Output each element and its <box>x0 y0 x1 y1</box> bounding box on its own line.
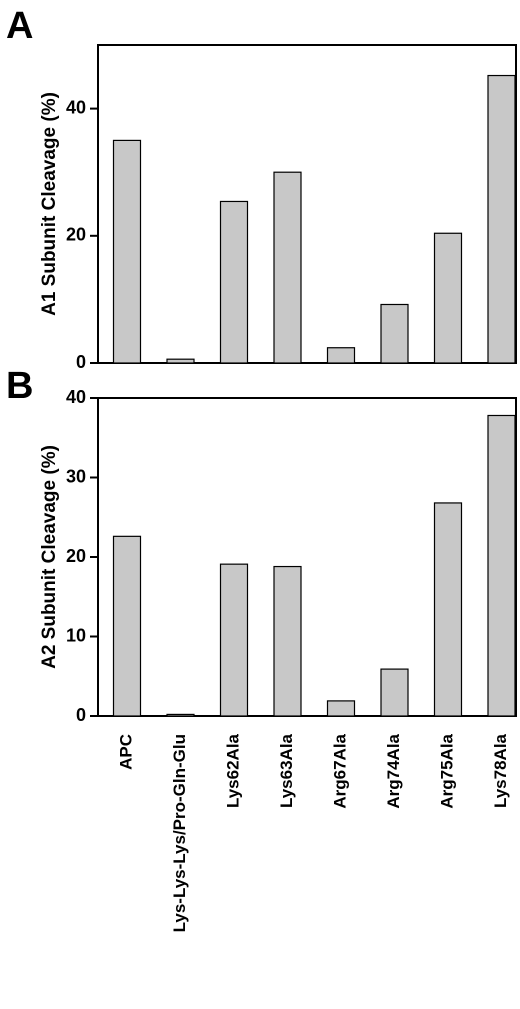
panel-a-bar-7 <box>433 232 463 364</box>
panel-a-y-axis-label: A1 Subunit Cleavage (%) <box>39 92 60 316</box>
x-category-label-4: Lys63Ala <box>277 733 296 808</box>
panel-b-bar-3 <box>219 563 249 717</box>
panel-b-y-tick-label: 10 <box>66 625 86 645</box>
panel-b-y-ticks: 0 10 20 30 40 <box>66 387 98 725</box>
panel-b-bar-7 <box>433 502 463 717</box>
x-category-label-1: APC <box>116 734 135 770</box>
panel-a-bar-2 <box>166 358 195 364</box>
panel-a-bars <box>112 74 516 364</box>
panel-b-y-tick-label: 40 <box>66 387 86 407</box>
panel-a-y-tick-label: 20 <box>66 225 86 245</box>
panel-b-bars <box>112 414 516 717</box>
panel-b-bar-2 <box>166 713 195 717</box>
panel-a-bar-5 <box>326 347 356 364</box>
x-category-label-6: Arg74Ala <box>384 733 403 808</box>
x-category-label-7: Arg75Ala <box>437 733 456 808</box>
panel-b-letter: B <box>6 365 33 407</box>
panel-a-chart: A A1 Subunit Cleavage (%) 0 20 40 <box>6 5 517 372</box>
panel-a-bar-1 <box>112 139 142 364</box>
panel-a-bar-3 <box>219 200 249 364</box>
panel-b-bar-4 <box>273 565 302 717</box>
panel-b-y-tick-label: 30 <box>66 466 86 486</box>
x-category-labels: APC Lys-Lys-Lys/Pro-Gln-Glu Lys62Ala Lys63A… <box>116 733 510 932</box>
panel-a-letter: A <box>6 5 33 47</box>
panel-a-y-tick-label: 0 <box>76 352 86 372</box>
panel-a-y-tick-label: 40 <box>66 97 86 117</box>
x-category-label-5: Arg67Ala <box>330 733 349 808</box>
panel-b-y-tick-label: 0 <box>76 705 86 725</box>
panel-b-bar-5 <box>326 700 356 717</box>
panel-b-y-tick-label: 20 <box>66 546 86 566</box>
panel-b-chart: B A2 Subunit Cleavage (%) 0 10 20 30 40 <box>6 365 517 725</box>
panel-b-bar-6 <box>380 668 409 717</box>
panel-a-y-ticks: 0 20 40 <box>66 97 98 372</box>
x-category-label-3: Lys62Ala <box>223 733 242 808</box>
panel-b-bar-8 <box>487 414 516 717</box>
x-category-label-2: Lys-Lys-Lys/Pro-Gln-Glu <box>170 734 189 932</box>
x-category-label-8: Lys78Ala <box>491 733 510 808</box>
panel-b-y-axis-label: A2 Subunit Cleavage (%) <box>39 445 60 669</box>
panel-b-bar-1 <box>112 535 142 717</box>
panel-a-plot-frame <box>97 44 517 364</box>
panel-a-bar-4 <box>273 171 302 364</box>
panel-a-bar-6 <box>380 303 409 364</box>
panel-a-bar-8 <box>487 74 516 364</box>
